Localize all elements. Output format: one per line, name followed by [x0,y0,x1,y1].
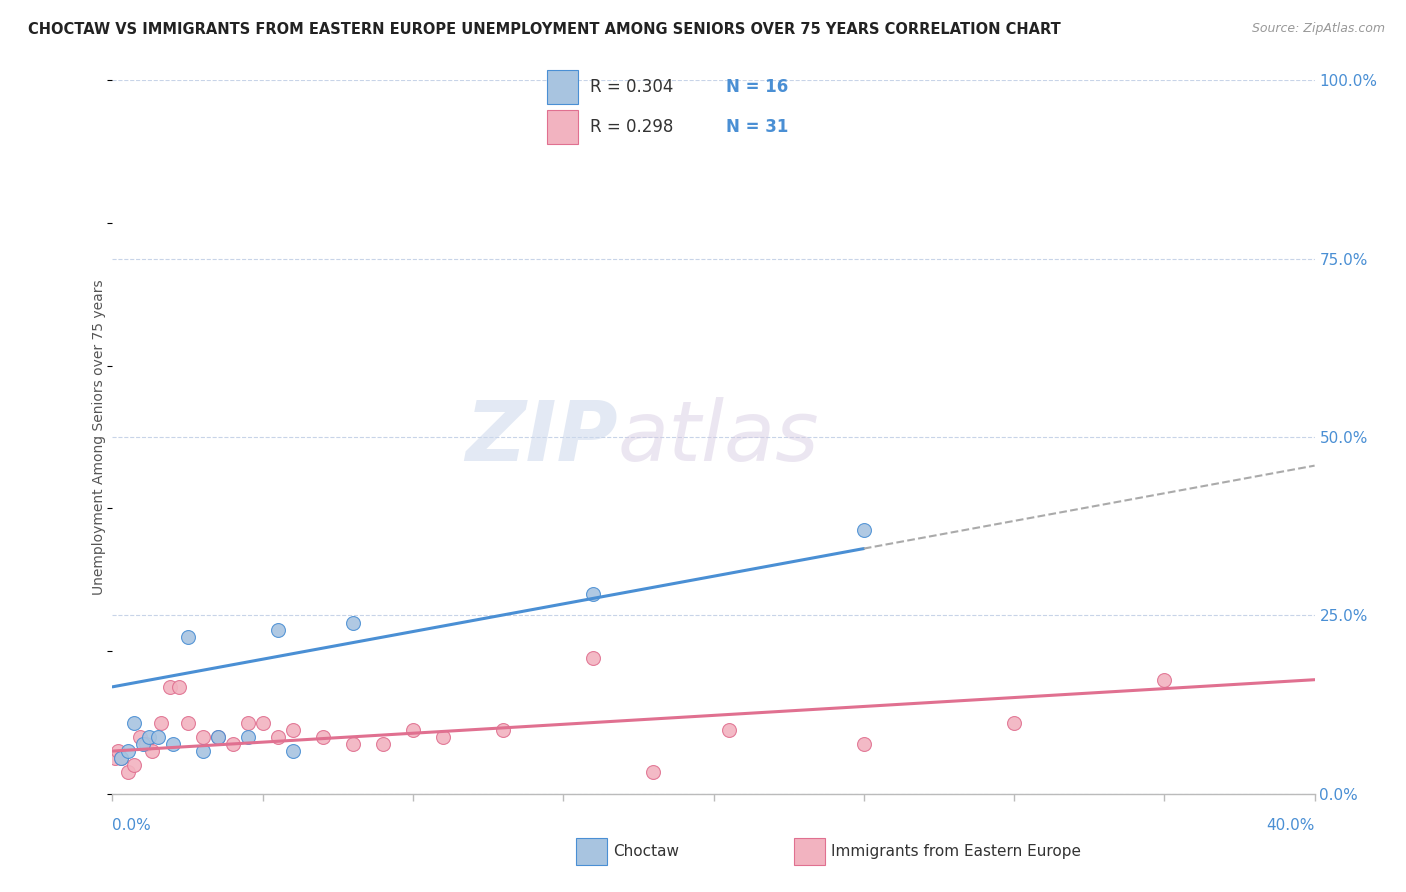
Point [1153,673,1175,687]
Point [267,730,290,744]
Point [122,715,145,730]
Point [104,751,127,765]
Point [342,737,364,751]
Point [252,715,274,730]
Point [582,651,605,665]
Point [176,715,198,730]
Text: ZIP: ZIP [465,397,617,477]
Point [138,730,160,744]
Text: Choctaw: Choctaw [613,845,679,859]
Point [131,737,153,751]
Text: R = 0.304: R = 0.304 [591,78,673,96]
Point [128,730,150,744]
Point [135,737,157,751]
Text: atlas: atlas [617,397,820,477]
Point [107,744,129,758]
Point [432,730,454,744]
Point [162,737,184,751]
Text: 40.0%: 40.0% [1267,818,1315,832]
Text: N = 31: N = 31 [725,118,789,136]
Text: Immigrants from Eastern Europe: Immigrants from Eastern Europe [831,845,1081,859]
Text: CHOCTAW VS IMMIGRANTS FROM EASTERN EUROPE UNEMPLOYMENT AMONG SENIORS OVER 75 YEA: CHOCTAW VS IMMIGRANTS FROM EASTERN EUROP… [28,22,1062,37]
Point [222,737,245,751]
Point [122,758,145,772]
Point [281,723,304,737]
Text: 0.0%: 0.0% [112,818,152,832]
Point [236,715,259,730]
Point [191,730,214,744]
Point [176,630,198,644]
Point [236,730,259,744]
Y-axis label: Unemployment Among Seniors over 75 years: Unemployment Among Seniors over 75 years [93,279,107,595]
Text: N = 16: N = 16 [725,78,789,96]
Point [110,751,132,765]
Point [281,744,304,758]
Point [342,615,364,630]
Point [717,723,740,737]
Point [492,723,515,737]
Bar [547,70,578,104]
Bar [547,110,578,144]
Point [117,744,139,758]
Point [191,744,214,758]
Point [110,751,132,765]
Point [117,765,139,780]
Point [207,730,229,744]
Point [312,730,335,744]
Point [146,730,169,744]
Point [402,723,425,737]
Point [159,680,181,694]
Point [141,744,163,758]
Point [267,623,290,637]
Point [207,730,229,744]
Point [167,680,190,694]
Text: Source: ZipAtlas.com: Source: ZipAtlas.com [1251,22,1385,36]
Point [643,765,665,780]
Point [149,715,172,730]
Text: R = 0.298: R = 0.298 [591,118,673,136]
Point [852,523,875,537]
Point [852,737,875,751]
Point [1002,715,1025,730]
Point [371,737,394,751]
Point [582,587,605,601]
